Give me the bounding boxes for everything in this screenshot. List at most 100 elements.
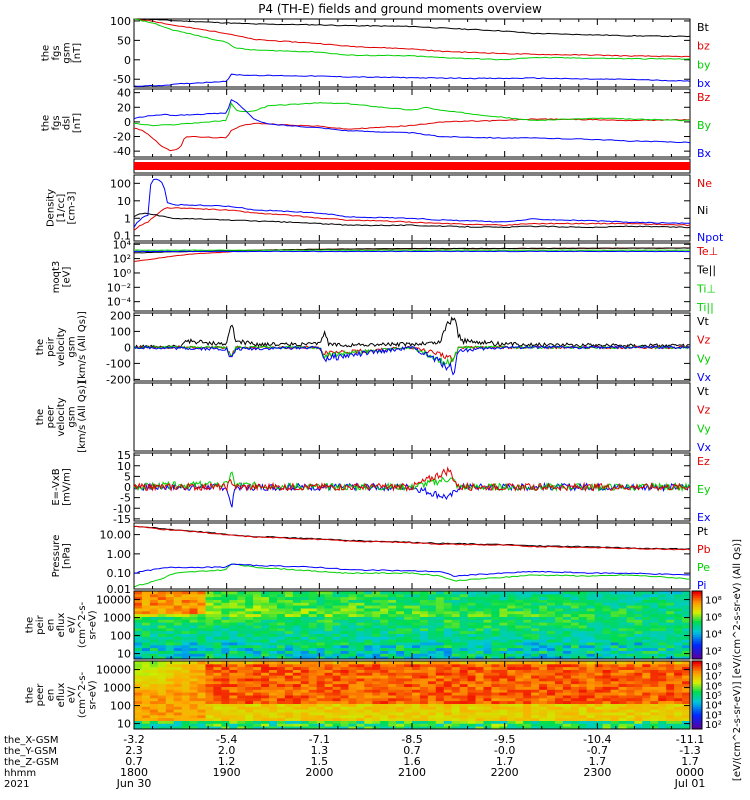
heatmap-cell <box>269 644 278 649</box>
heatmap-cell <box>284 712 294 716</box>
heatmap-cell <box>555 650 564 654</box>
heatmap-cell <box>523 644 532 649</box>
heatmap-cell <box>634 680 643 685</box>
heatmap-cell <box>491 656 500 660</box>
heatmap-cell <box>197 608 206 612</box>
heatmap-cell <box>570 678 580 682</box>
heatmap-cell <box>213 653 222 657</box>
heatmap-cell <box>396 627 405 632</box>
panel-mode <box>133 158 691 174</box>
heatmap-cell <box>443 686 453 690</box>
heatmap-cell <box>666 619 675 623</box>
heatmap-cell <box>308 672 318 676</box>
heatmap-cell <box>451 602 461 606</box>
heatmap-cell <box>562 666 572 670</box>
heatmap-cell <box>666 613 675 617</box>
heatmap-cell <box>245 656 254 660</box>
heatmap-cell <box>269 726 278 730</box>
heatmap-cell <box>292 717 302 721</box>
heatmap-cell <box>419 608 429 612</box>
heatmap-cell <box>515 602 524 606</box>
heatmap-cell <box>340 639 349 643</box>
heatmap-cell <box>626 616 635 620</box>
heatmap-cell <box>427 593 437 598</box>
heatmap-cell <box>682 656 691 660</box>
heatmap-cell <box>658 639 667 643</box>
heatmap-cell <box>292 689 302 693</box>
heatmap-cell <box>253 596 262 600</box>
heatmap-cell <box>499 683 508 687</box>
heatmap-cell <box>602 633 611 637</box>
heatmap-cell <box>658 726 667 730</box>
heatmap-cell <box>181 686 191 690</box>
heatmap-cell <box>570 656 580 660</box>
heatmap-cell <box>427 663 437 668</box>
heatmap-cell <box>165 712 175 716</box>
heatmap-cell <box>562 608 572 612</box>
heatmap-cell <box>404 663 413 668</box>
heatmap-cell <box>134 700 143 704</box>
heatmap-cell <box>324 723 333 727</box>
colorbar-swatch <box>692 681 702 685</box>
heatmap-cell <box>602 608 611 612</box>
heatmap-cell <box>682 616 691 620</box>
heatmap-cell <box>515 661 524 665</box>
x-row-value: -7.1 <box>309 733 330 746</box>
heatmap-cell <box>300 642 310 646</box>
heatmap-cell <box>372 591 381 595</box>
heatmap-cell <box>205 608 214 612</box>
heatmap-cell <box>523 672 532 676</box>
heatmap-cell <box>555 675 564 679</box>
heatmap-cell <box>173 650 183 654</box>
heatmap-cell <box>531 692 540 696</box>
heatmap-cell <box>221 627 230 632</box>
heatmap-cell <box>165 619 175 623</box>
heatmap-cell <box>372 703 381 707</box>
heatmap-cell <box>396 672 405 676</box>
heatmap-cell <box>356 669 365 673</box>
heatmap-cell <box>626 622 635 626</box>
heatmap-cell <box>666 695 675 699</box>
heatmap-cell <box>380 647 389 651</box>
heatmap-cell <box>396 653 405 657</box>
heatmap-cell <box>197 656 206 660</box>
heatmap-cell <box>610 625 619 629</box>
heatmap-cell <box>245 636 254 640</box>
heatmap-cell <box>332 656 341 660</box>
heatmap-cell <box>578 636 588 640</box>
heatmap-cell <box>499 599 508 603</box>
heatmap-cell <box>539 706 548 710</box>
heatmap-cell <box>332 717 341 721</box>
heatmap-cell <box>173 625 183 629</box>
heatmap-cell <box>459 695 469 699</box>
heatmap-cell <box>626 680 635 685</box>
heatmap-cell <box>443 630 453 634</box>
heatmap-cell <box>555 639 564 643</box>
y-tick-label: 50 <box>117 34 131 47</box>
heatmap-cell <box>229 663 238 668</box>
heatmap-cell <box>372 678 381 682</box>
heatmap-cell <box>586 689 596 693</box>
heatmap-cell <box>308 633 318 637</box>
heatmap-cell <box>173 663 183 668</box>
heatmap-cell <box>578 599 588 603</box>
heatmap-cell <box>277 683 286 687</box>
heatmap-cell <box>213 633 222 637</box>
heatmap-cell <box>300 678 310 682</box>
heatmap-cell <box>515 723 524 727</box>
heatmap-cell <box>650 630 659 634</box>
heatmap-cell <box>419 627 429 632</box>
heatmap-cell <box>539 686 548 690</box>
heatmap-cell <box>539 663 548 668</box>
heatmap-cell <box>300 683 310 687</box>
heatmap-cell <box>475 675 484 679</box>
heatmap-cell <box>308 656 318 660</box>
heatmap-cell <box>245 644 254 649</box>
heatmap-cell <box>507 630 516 634</box>
heatmap-cell <box>666 591 675 595</box>
heatmap-cell <box>451 675 461 679</box>
heatmap-cell <box>650 712 659 716</box>
heatmap-cell <box>141 672 151 676</box>
heatmap-cell <box>173 593 183 598</box>
